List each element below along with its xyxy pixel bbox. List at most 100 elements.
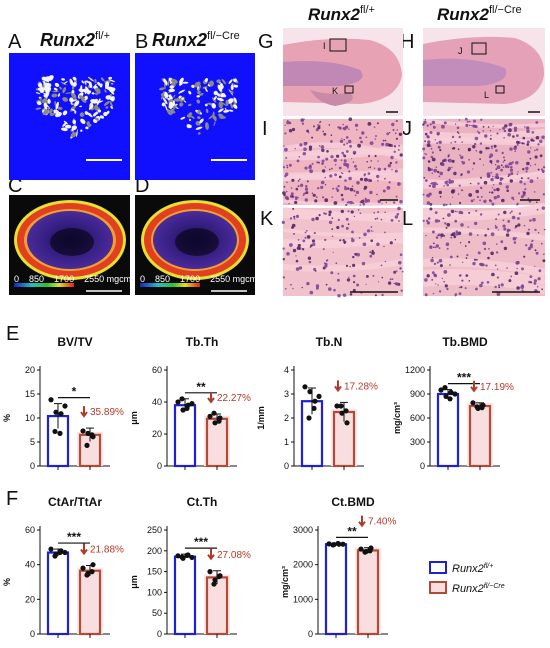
bar-ko: [205, 417, 229, 468]
bar-charts: BV/TV05101520%*35.89%Tb.Th0204060μm**22.…: [2, 335, 514, 639]
significance-label: **: [347, 524, 357, 538]
y-axis-label: 1/mm: [256, 406, 266, 430]
data-point: [338, 403, 344, 409]
chart-0: BV/TV 0 5 10 15 20% * 35.89%: [2, 335, 124, 471]
header-a-wt: Runx2fl/+: [40, 30, 110, 50]
y-tick-label: 1: [284, 437, 289, 447]
data-point: [189, 401, 195, 407]
panel-label-e: E: [6, 323, 19, 345]
y-tick-label: 20: [25, 594, 35, 604]
panel-d-cross-section: 0 850 1700 2550 mgcm³: [135, 195, 260, 295]
data-point: [448, 389, 454, 395]
header-g-wt: Runx2fl/+: [308, 4, 375, 24]
y-tick-label: 60: [152, 365, 162, 375]
data-point: [211, 410, 217, 416]
panel-label-a: A: [8, 31, 22, 53]
chart-title: Tb.N: [316, 335, 343, 349]
y-tick-label: 0: [284, 461, 289, 471]
chart-1: Tb.Th 0 20 40 60 μm ** 22.27%: [129, 335, 251, 471]
data-point: [212, 577, 218, 583]
box-label-j: J: [458, 46, 463, 56]
data-point: [207, 413, 213, 419]
y-axis-label: mg/cm³: [280, 566, 290, 598]
data-point: [175, 399, 181, 405]
data-point: [443, 393, 449, 399]
box-label-i: I: [323, 41, 326, 51]
y-tick-label: 1200: [405, 365, 425, 375]
decrease-arrow-icon: [207, 548, 215, 561]
data-point: [180, 407, 186, 413]
y-tick-label: 0: [30, 629, 35, 639]
data-point: [89, 569, 95, 575]
chart-title: Tb.BMD: [442, 335, 488, 349]
data-point: [452, 391, 458, 397]
decrease-arrow-icon: [80, 543, 88, 556]
data-point: [179, 396, 185, 402]
chart-4: CtAr/TtAr 0 20 40 60% *** 21.88%: [2, 495, 124, 639]
legend-swatch-wt: [429, 561, 447, 574]
bar-wt: [46, 551, 70, 636]
data-point: [57, 430, 63, 436]
data-point: [335, 540, 341, 547]
data-point: [48, 546, 54, 552]
panel-label-f: F: [6, 488, 18, 510]
significance-label: *: [72, 385, 77, 399]
panel-label-c: C: [8, 175, 22, 197]
y-tick-label: 50: [152, 608, 162, 618]
bar-ko: [205, 576, 229, 636]
decrease-arrow-icon: [207, 392, 215, 404]
data-point: [447, 396, 453, 402]
data-point: [470, 400, 476, 406]
y-tick-label: 0: [30, 461, 35, 471]
header-b-ko: Runx2fl/−Cre: [152, 30, 240, 50]
y-tick-label: 15: [25, 389, 35, 399]
bar-ko: [356, 549, 380, 636]
y-tick-label: 0: [157, 629, 162, 639]
legend-label-ko: Runx2fl/−Cre: [452, 583, 505, 595]
data-point: [184, 405, 190, 411]
y-tick-label: 2: [284, 413, 289, 423]
panel-label-l: L: [402, 208, 413, 230]
y-tick-label: 250: [147, 525, 162, 535]
data-point: [90, 562, 96, 568]
data-point: [306, 415, 312, 421]
chart-3: Tb.BMD 0 300 600 900 1200 mg/cm³ *** 17.19%: [392, 335, 514, 471]
data-point: [216, 418, 222, 424]
significance-label: ***: [67, 530, 81, 544]
bar-wt: [324, 543, 348, 636]
y-axis-label: mg/cm³: [392, 402, 402, 434]
y-tick-label: 4: [284, 365, 289, 375]
bar-wt: [436, 392, 460, 468]
y-tick-label: 300: [410, 437, 425, 447]
chart-title: CtAr/TtAr: [48, 495, 102, 509]
panel-j-histology: [422, 117, 546, 207]
data-point: [175, 553, 181, 559]
data-point: [307, 389, 313, 395]
y-tick-label: 5: [30, 437, 35, 447]
data-point: [58, 411, 64, 417]
chart-5: Ct.Th 0 50 100 150 200 250 μm *** 27.08%: [129, 495, 251, 639]
y-axis-label: μm: [129, 575, 139, 589]
data-point: [52, 553, 58, 559]
scale-label-c: 0 850 1700 2550 mgcm³: [14, 274, 134, 284]
data-point: [212, 420, 218, 426]
y-tick-label: 3000: [293, 525, 313, 535]
panel-h-histology: J L: [423, 28, 545, 116]
data-point: [48, 397, 54, 403]
data-point: [184, 552, 190, 558]
y-tick-label: 1000: [293, 594, 313, 604]
significance-label: **: [196, 380, 206, 394]
data-point: [80, 565, 86, 571]
data-point: [62, 549, 68, 556]
panel-label-d: D: [135, 175, 149, 197]
data-point: [330, 542, 336, 548]
data-point: [367, 548, 373, 554]
data-point: [326, 541, 332, 547]
bar-wt: [173, 555, 197, 636]
y-tick-label: 100: [147, 587, 162, 597]
y-tick-label: 600: [410, 413, 425, 423]
scale-label-d: 0 850 1700 2550 mgcm³: [140, 274, 260, 284]
header-h-ko: Runx2fl/−Cre: [437, 4, 522, 24]
significance-label: ***: [194, 535, 208, 549]
